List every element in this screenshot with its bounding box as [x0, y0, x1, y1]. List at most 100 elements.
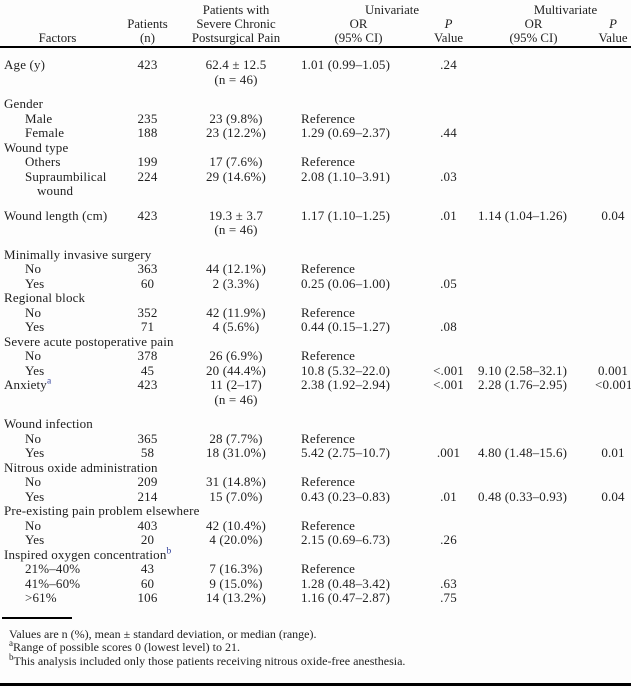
cell-univariate-or: [292, 504, 425, 519]
data-row: Yes 45 20 (44.4%) 10.8 (5.32–22.0) <.001 9.10…: [0, 362, 631, 379]
cell-univariate-or: Reference: [301, 110, 356, 126]
cell-multivariate-or: 1.14 (1.04–1.26): [478, 207, 568, 223]
data-row: Yes 71 4 (5.6%) 0.44 (0.15–1.27) .08: [0, 319, 631, 335]
cell-univariate-or: Reference: [301, 348, 356, 363]
cell-univariate-p: .24: [440, 57, 457, 72]
cell-univariate-or: [292, 97, 425, 112]
cell-factor: Wound length (cm): [0, 208, 115, 248]
cell-univariate-or: Reference: [301, 561, 356, 576]
cell-factor: No: [0, 518, 115, 534]
cell-univariate-or: [292, 291, 425, 306]
cell-severe-pain: 11 (2–17) (n = 46): [180, 377, 292, 417]
factor-label: Anxiety: [4, 377, 47, 392]
factor-label: Yes: [25, 445, 45, 460]
cell-multivariate-or: [472, 97, 595, 112]
factor-label: No: [25, 348, 42, 363]
cell-multivariate-p: [595, 504, 631, 519]
factor-label: Supraumbilical: [25, 168, 107, 184]
cell-univariate-p: [425, 291, 472, 306]
cell-univariate-or: 10.8 (5.32–22.0): [301, 362, 391, 378]
factor-label: No: [25, 430, 42, 446]
cell-multivariate-or: 4.80 (1.48–15.6): [478, 445, 568, 460]
group-row: Wound type: [0, 140, 631, 156]
cell-univariate-p: [425, 461, 472, 476]
cell-multivariate-p: [595, 155, 631, 170]
cell-multivariate-or: [472, 277, 595, 292]
cell-patients-n: 71: [140, 319, 155, 334]
cell-patients-n: 106: [137, 590, 158, 605]
cell-patients-n: 45: [140, 362, 155, 378]
cell-multivariate-p: [595, 577, 631, 592]
cell-multivariate-or: 9.10 (2.58–32.1): [478, 362, 568, 378]
factor-label: Yes: [25, 362, 45, 378]
cell-multivariate-or: [472, 475, 595, 490]
cell-severe-pain: 2 (3.3%): [212, 275, 260, 291]
cell-univariate-or: Reference: [301, 474, 356, 489]
cell-factor: 21%–40%: [0, 561, 115, 577]
cell-patients-n: 209: [137, 474, 158, 489]
header-row: Patients with Univariate Multivariate: [0, 3, 631, 17]
cell-severe-pain: 17 (7.6%): [209, 154, 263, 169]
cell-severe-pain: [180, 248, 292, 263]
table-body: Age (y) 423 62.4 ± 12.5 (n = 46) 1.01 (0.99–…: [0, 47, 631, 606]
cell-multivariate-p: [595, 475, 631, 490]
table-bottom-rule: [0, 682, 631, 686]
cell-factor: Male: [0, 111, 115, 127]
cell-factor: Pre-existing pain problem elsewhere: [0, 503, 199, 519]
cell-univariate-p: [425, 335, 472, 350]
cell-univariate-or: [292, 461, 425, 476]
cell-multivariate-p: 0.001: [598, 362, 629, 378]
data-row: Wound length (cm) 423 19.3 ± 3.7 (n = 46) 1.…: [0, 207, 631, 248]
factor-sub-label: wound: [37, 183, 74, 198]
cell-severe-pain: 31 (14.8%): [206, 474, 266, 489]
data-row: No 363 44 (12.1%) Reference: [0, 261, 631, 277]
cell-univariate-or: 0.25 (0.06–1.00): [301, 275, 391, 291]
data-row: Yes 214 15 (7.0%) 0.43 (0.23–0.83) .01 0.48 (…: [0, 488, 631, 505]
cell-severe-pain: 9 (15.0%): [209, 575, 263, 591]
cell-factor: Age (y): [0, 47, 115, 97]
cell-patients-n: 423: [137, 377, 158, 392]
cell-univariate-p: [425, 475, 472, 490]
cell-severe-pain: [180, 417, 292, 432]
cell-patients-n: 214: [137, 488, 158, 504]
cell-patients-n: 43: [140, 561, 155, 576]
cell-factor: No: [0, 474, 115, 490]
cell-severe-pain: [180, 291, 292, 306]
data-row: Male 235 23 (9.8%) Reference: [0, 110, 631, 127]
cell-multivariate-or: [472, 47, 595, 97]
table-header: Patients with Univariate Multivariate Patie…: [0, 3, 631, 48]
factor-label: 21%–40%: [25, 561, 81, 576]
data-row: Yes 58 18 (31.0%) 5.42 (2.75–10.7) .001 4.80 …: [0, 445, 631, 461]
header-cell: P: [444, 17, 453, 31]
cell-multivariate-p: [595, 248, 631, 263]
cell-univariate-p: .26: [440, 532, 457, 547]
cell-multivariate-p: <0.001: [595, 377, 631, 392]
cell-factor: No: [0, 430, 115, 447]
cell-factor: Yes: [0, 445, 115, 461]
cell-factor: Minimally invasive surgery: [0, 247, 151, 263]
cell-factor: Yes: [0, 362, 115, 379]
cell-multivariate-or: [472, 461, 595, 476]
cell-univariate-or: 0.43 (0.23–0.83): [301, 488, 391, 504]
cell-multivariate-p: [595, 519, 631, 534]
cell-factor: Wound infection: [0, 416, 115, 432]
cell-univariate-or: [292, 417, 425, 432]
cell-severe-pain: 20 (44.4%): [206, 362, 266, 378]
cell-patients-n: 58: [140, 445, 155, 460]
cell-severe-pain: 18 (31.0%): [206, 445, 266, 460]
cell-factor: Severe acute postoperative pain: [0, 334, 173, 350]
cell-univariate-p: .08: [440, 319, 457, 334]
data-row: No 209 31 (14.8%) Reference: [0, 474, 631, 490]
cell-univariate-p: [425, 112, 472, 127]
footnote-values: Values are n (%), mean ± standard deviat…: [9, 626, 631, 642]
header-cell: Multivariate: [533, 3, 598, 17]
footnote-text: Values are n (%), mean ± standard deviat…: [9, 626, 317, 641]
factor-label: Age (y): [4, 57, 46, 72]
cell-severe-pain: 62.4 ± 12.5 (n = 46): [180, 47, 292, 97]
pain-sub-label: (n = 46): [214, 222, 258, 237]
cell-multivariate-p: [595, 548, 631, 563]
cell-univariate-p: [425, 97, 472, 112]
cell-multivariate-or: [472, 248, 595, 263]
cell-univariate-p: <.001: [433, 362, 464, 378]
